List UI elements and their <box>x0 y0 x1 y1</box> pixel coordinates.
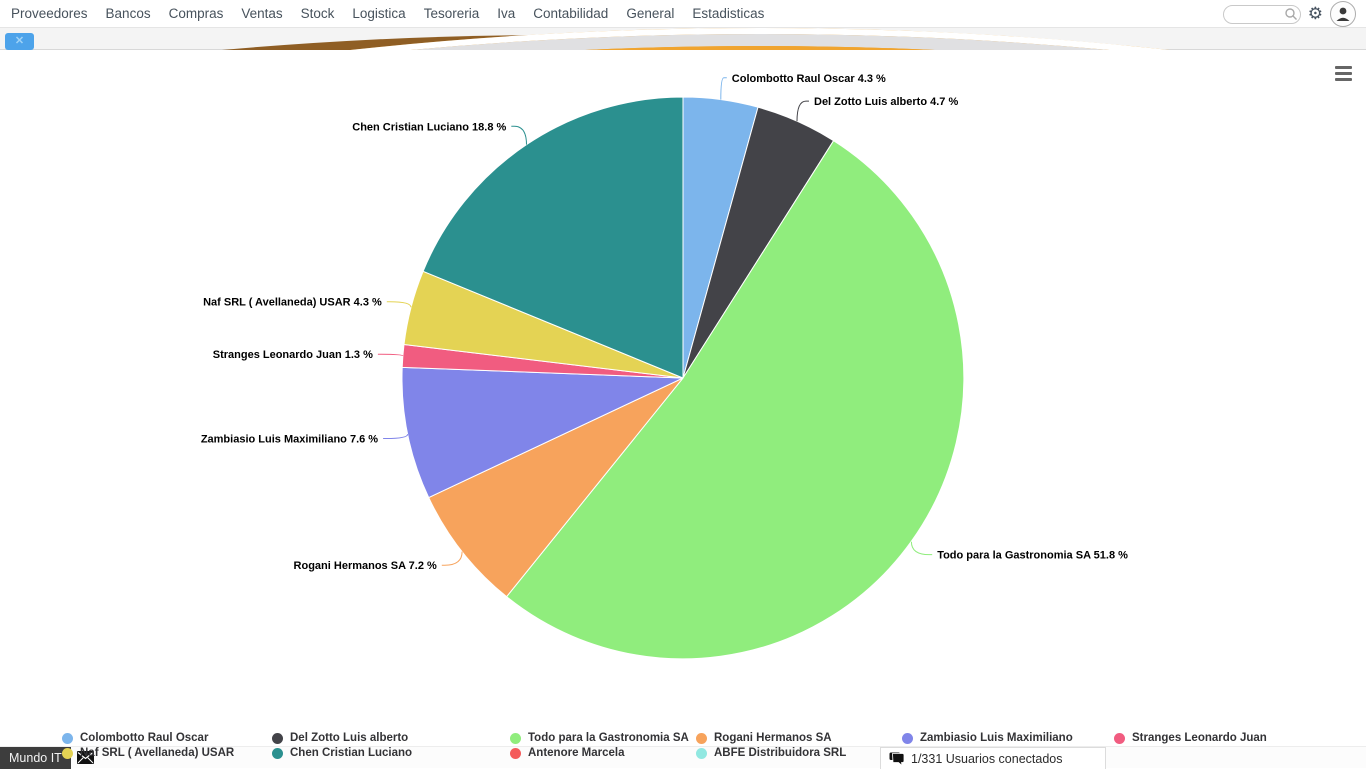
legend-item-5[interactable]: Stranges Leonardo Juan <box>1114 731 1344 745</box>
legend-label: Chen Cristian Luciano <box>290 747 412 759</box>
pie-label-connector <box>721 78 727 100</box>
brand-label: Mundo IT <box>0 747 71 769</box>
legend-marker <box>1114 733 1125 744</box>
pie-label: Naf SRL ( Avellaneda) USAR 4.3 % <box>203 297 382 309</box>
legend-item-8[interactable]: Antenore Marcela <box>510 746 696 760</box>
chart-export-menu-button[interactable] <box>1332 63 1354 83</box>
nav-item-bancos[interactable]: Bancos <box>97 0 160 28</box>
nav-item-iva[interactable]: Iva <box>488 0 524 28</box>
nav-item-compras[interactable]: Compras <box>160 0 233 28</box>
legend-label: Colombotto Raul Oscar <box>80 732 208 744</box>
legend-marker <box>510 748 521 759</box>
pie-chart: Colombotto Raul Oscar 4.3 % Del Zotto Lui… <box>0 50 1366 746</box>
legend-item-7[interactable]: Chen Cristian Luciano <box>272 746 510 760</box>
legend-label: Naf SRL ( Avellaneda) USAR <box>80 747 234 759</box>
nav-item-ventas[interactable]: Ventas <box>232 0 291 28</box>
legend-item-3[interactable]: Rogani Hermanos SA <box>696 731 902 745</box>
user-avatar-icon <box>1334 5 1352 23</box>
search-box <box>1223 5 1301 24</box>
pie-label: Zambiasio Luis Maximiliano 7.6 % <box>201 434 378 446</box>
pie-label-connector <box>378 354 403 356</box>
tab-close-button[interactable]: ✕ <box>5 33 34 50</box>
nav-item-estadisticas[interactable]: Estadisticas <box>683 0 773 28</box>
pie-label-connector <box>511 126 526 144</box>
nav-item-general[interactable]: General <box>617 0 683 28</box>
legend-item-9[interactable]: ABFE Distribuidora SRL <box>696 746 902 760</box>
legend-label: Rogani Hermanos SA <box>714 732 832 744</box>
legend-item-1[interactable]: Del Zotto Luis alberto <box>272 731 510 745</box>
legend-label: Todo para la Gastronomia SA <box>528 732 689 744</box>
legend-label: Del Zotto Luis alberto <box>290 732 408 744</box>
nav-item-contabilidad[interactable]: Contabilidad <box>524 0 617 28</box>
gear-icon[interactable]: ⚙ <box>1308 1 1323 27</box>
user-avatar-button[interactable] <box>1330 1 1356 27</box>
pie-label: Chen Cristian Luciano 18.8 % <box>352 121 506 133</box>
header-controls: ⚙ <box>1223 0 1356 28</box>
pie-label: Del Zotto Luis alberto 4.7 % <box>814 96 958 108</box>
pie-label: Rogani Hermanos SA 7.2 % <box>294 560 437 572</box>
nav-item-tesoreria[interactable]: Tesoreria <box>415 0 489 28</box>
legend-marker <box>696 748 707 759</box>
legend-marker <box>510 733 521 744</box>
pie-label-connector <box>383 434 408 438</box>
pie-label-connector <box>797 101 809 121</box>
legend-marker <box>272 748 283 759</box>
pie-label-connector <box>911 542 932 555</box>
legend-label: Antenore Marcela <box>528 747 625 759</box>
legend-marker <box>272 733 283 744</box>
tab-strip-background <box>0 28 1366 50</box>
chart-legend: Colombotto Raul Oscar Del Zotto Luis albe… <box>62 731 1344 760</box>
legend-marker <box>62 733 73 744</box>
pie-chart-container: Colombotto Raul Oscar 4.3 % Del Zotto Lui… <box>0 50 1366 746</box>
pie-label-connector <box>442 552 462 566</box>
legend-item-4[interactable]: Zambiasio Luis Maximiliano <box>902 731 1114 745</box>
legend-marker <box>62 748 73 759</box>
nav-item-stock[interactable]: Stock <box>292 0 344 28</box>
nav-item-proveedores[interactable]: Proveedores <box>2 0 97 28</box>
legend-label: ABFE Distribuidora SRL <box>714 747 846 759</box>
legend-item-0[interactable]: Colombotto Raul Oscar <box>62 731 272 745</box>
search-icon <box>1284 7 1298 21</box>
legend-marker <box>696 733 707 744</box>
legend-item-2[interactable]: Todo para la Gastronomia SA <box>510 731 696 745</box>
pie-label: Todo para la Gastronomia SA 51.8 % <box>937 550 1128 562</box>
legend-label: Zambiasio Luis Maximiliano <box>920 732 1073 744</box>
legend-marker <box>902 733 913 744</box>
pie-label-connector <box>387 302 411 308</box>
legend-item-6[interactable]: Naf SRL ( Avellaneda) USAR <box>62 746 272 760</box>
pie-label: Colombotto Raul Oscar 4.3 % <box>732 73 886 85</box>
nav-item-logistica[interactable]: Logistica <box>343 0 414 28</box>
pie-label: Stranges Leonardo Juan 1.3 % <box>213 349 373 361</box>
legend-label: Stranges Leonardo Juan <box>1132 732 1267 744</box>
